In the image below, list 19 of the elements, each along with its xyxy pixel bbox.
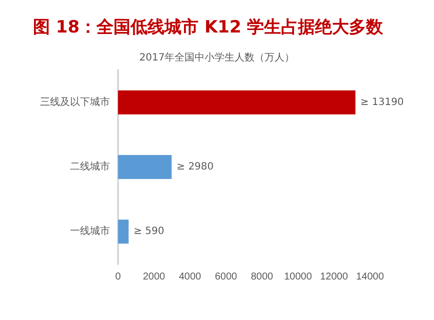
y-tick-label: 三线及以下城市 [40,96,110,108]
x-tick-label: 8000 [250,272,274,282]
y-tick-label: 一线城市 [70,225,110,238]
x-tick-label: 14000 [356,272,384,282]
y-tick-label: 二线城市 [70,160,110,172]
chart-title: 图 18：全国低线城市 K12 学生占据绝大多数 [33,18,384,38]
x-tick-label: 10000 [284,272,312,282]
bar [118,90,356,114]
x-tick-label: 4000 [178,272,202,282]
x-tick-label: 12000 [320,272,348,282]
x-tick-label: 0 [115,272,122,282]
data-label: ≥ 590 [134,226,164,238]
data-label: ≥ 13190 [360,96,404,108]
chart-subtitle: 2017年全国中小学生人数（万人） [139,52,295,64]
bar [118,220,129,244]
bar [118,155,172,179]
x-tick-label: 6000 [214,272,238,282]
x-tick-label: 2000 [142,272,166,282]
data-label: ≥ 2980 [176,162,214,172]
